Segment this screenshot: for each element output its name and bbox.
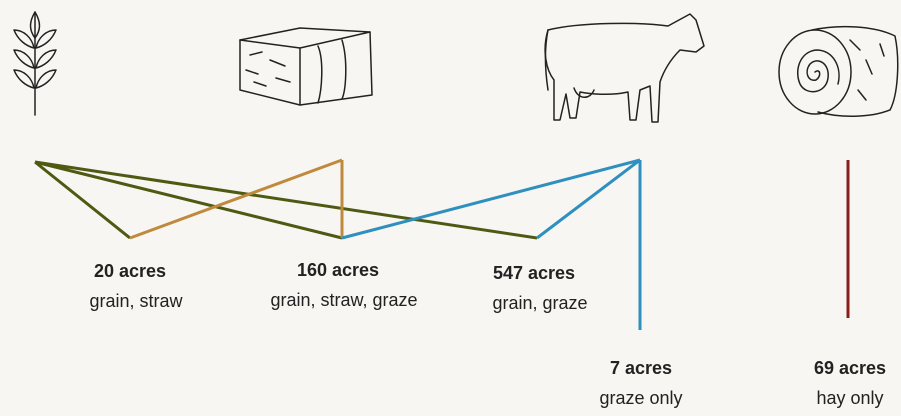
wheat-icon (14, 12, 56, 115)
acreage-label: 20 acres (94, 261, 166, 281)
acreage-label: 547 acres (493, 263, 575, 283)
acreage-label: 69 acres (814, 358, 886, 378)
hay-roll-icon (779, 27, 898, 117)
use-label: grain, graze (492, 293, 587, 313)
cow-icon (545, 14, 704, 122)
use-label: graze only (599, 388, 682, 408)
use-label: hay only (816, 388, 883, 408)
acreage-label: 7 acres (610, 358, 672, 378)
straw-bale-icon (240, 28, 372, 105)
diagram: 20 acres grain, straw 160 acres grain, s… (0, 0, 901, 411)
use-label: grain, straw, graze (270, 290, 417, 310)
use-label: grain, straw (89, 291, 183, 311)
page: 20 acres grain, straw 160 acres grain, s… (0, 0, 901, 411)
acreage-label: 160 acres (297, 260, 379, 280)
